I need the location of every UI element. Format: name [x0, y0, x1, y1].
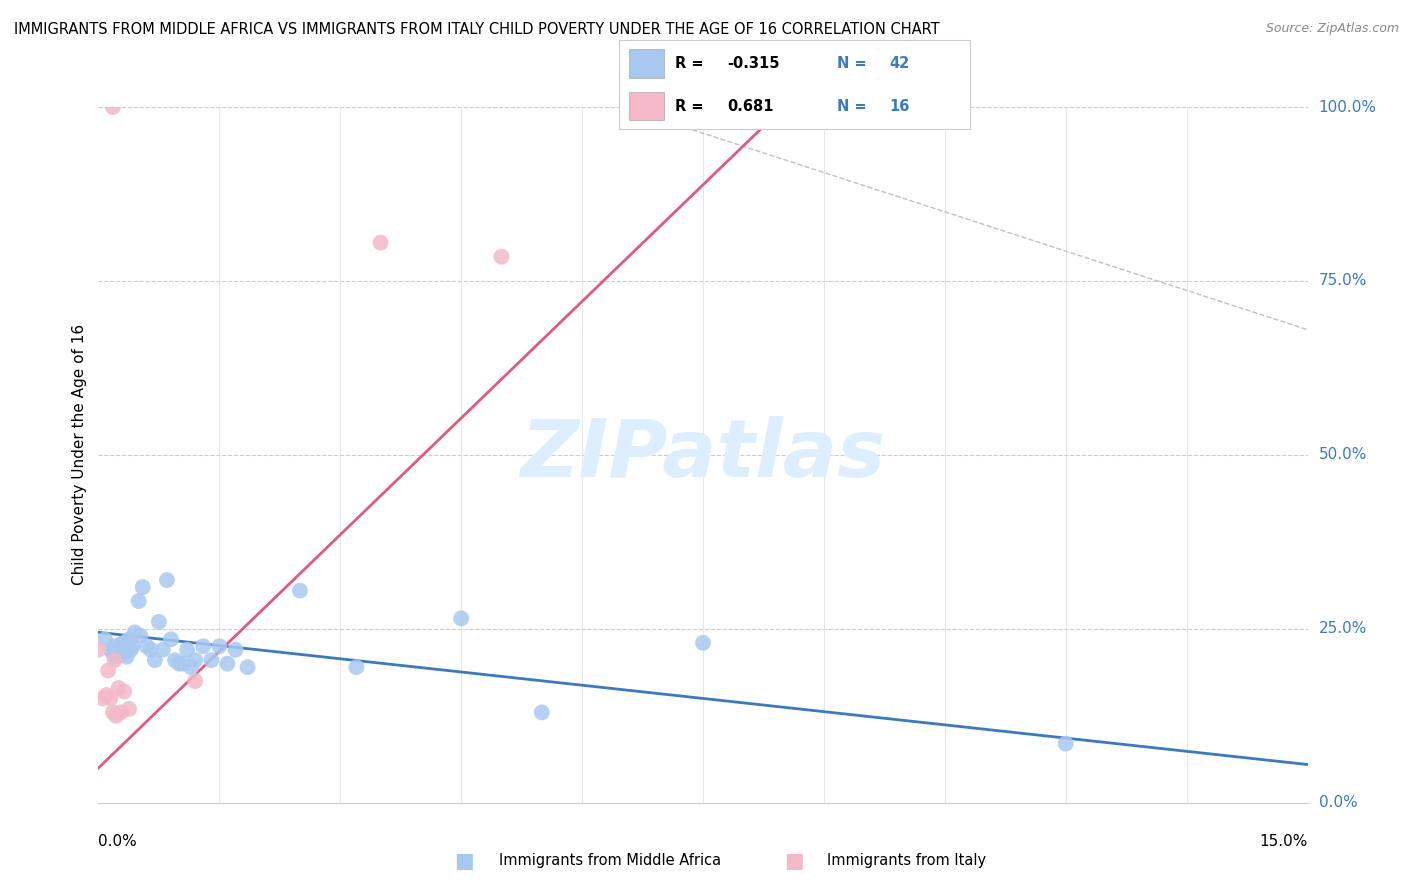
Point	[100, 642, 122, 657]
Point	[200, 653, 222, 667]
Point	[163, 653, 186, 667]
Point	[152, 642, 174, 657]
Point	[184, 674, 207, 689]
Point	[103, 653, 125, 667]
Point	[110, 706, 132, 720]
Point	[236, 660, 259, 674]
Point	[530, 706, 553, 720]
Text: 100.0%: 100.0%	[1319, 100, 1376, 114]
Point	[370, 235, 392, 250]
Text: N =: N =	[837, 56, 872, 70]
Text: 0.0%: 0.0%	[98, 834, 138, 849]
Point	[128, 594, 150, 608]
Point	[692, 636, 714, 650]
Point	[91, 691, 114, 706]
Point	[115, 649, 138, 664]
Point	[101, 100, 124, 114]
Point	[124, 625, 146, 640]
Text: Source: ZipAtlas.com: Source: ZipAtlas.com	[1265, 22, 1399, 36]
Point	[208, 639, 231, 653]
Text: R =: R =	[675, 99, 714, 113]
Bar	[630, 92, 664, 120]
Point	[121, 639, 143, 653]
Text: 75.0%: 75.0%	[1319, 274, 1367, 288]
Point	[143, 653, 166, 667]
Text: ■: ■	[785, 851, 804, 871]
Point	[87, 642, 110, 657]
Point	[224, 642, 246, 657]
Point	[156, 573, 179, 587]
Point	[129, 629, 152, 643]
Point	[105, 708, 128, 723]
Point	[118, 632, 141, 647]
Point	[180, 660, 202, 674]
Point	[132, 580, 155, 594]
Text: 0.0%: 0.0%	[1319, 796, 1357, 810]
Point	[112, 684, 135, 698]
Text: 0.681: 0.681	[728, 99, 775, 113]
Point	[450, 611, 472, 625]
Y-axis label: Child Poverty Under the Age of 16: Child Poverty Under the Age of 16	[72, 325, 87, 585]
Point	[103, 639, 125, 653]
Point	[167, 657, 190, 671]
Point	[172, 657, 194, 671]
Point	[176, 642, 198, 657]
Text: -0.315: -0.315	[728, 56, 780, 70]
Text: ZIPatlas: ZIPatlas	[520, 416, 886, 494]
Point	[344, 660, 367, 674]
Point	[288, 583, 311, 598]
Point	[94, 632, 117, 647]
Text: ■: ■	[454, 851, 474, 871]
Point	[148, 615, 170, 629]
Text: IMMIGRANTS FROM MIDDLE AFRICA VS IMMIGRANTS FROM ITALY CHILD POVERTY UNDER THE A: IMMIGRANTS FROM MIDDLE AFRICA VS IMMIGRA…	[14, 22, 939, 37]
Point	[112, 636, 135, 650]
Point	[491, 250, 513, 264]
Point	[107, 681, 129, 695]
Point	[135, 639, 157, 653]
Text: 16: 16	[889, 99, 910, 113]
Point	[120, 642, 142, 657]
Text: 25.0%: 25.0%	[1319, 622, 1367, 636]
Point	[110, 637, 132, 651]
Point	[96, 688, 118, 702]
Point	[107, 642, 129, 657]
Point	[160, 632, 183, 647]
Point	[111, 646, 134, 660]
Text: 42: 42	[889, 56, 910, 70]
Point	[139, 642, 162, 657]
Point	[118, 702, 141, 716]
Bar	[630, 49, 664, 78]
Point	[97, 664, 120, 678]
Text: 15.0%: 15.0%	[1260, 834, 1308, 849]
Point	[193, 639, 215, 653]
Point	[1054, 737, 1077, 751]
Point	[100, 691, 122, 706]
Point	[105, 649, 128, 664]
Text: N =: N =	[837, 99, 872, 113]
Text: R =: R =	[675, 56, 709, 70]
Point	[217, 657, 239, 671]
Text: Immigrants from Middle Africa: Immigrants from Middle Africa	[499, 854, 721, 868]
Text: Immigrants from Italy: Immigrants from Italy	[827, 854, 986, 868]
Text: 50.0%: 50.0%	[1319, 448, 1367, 462]
Point	[101, 706, 124, 720]
Point	[101, 646, 124, 660]
Point	[184, 653, 207, 667]
